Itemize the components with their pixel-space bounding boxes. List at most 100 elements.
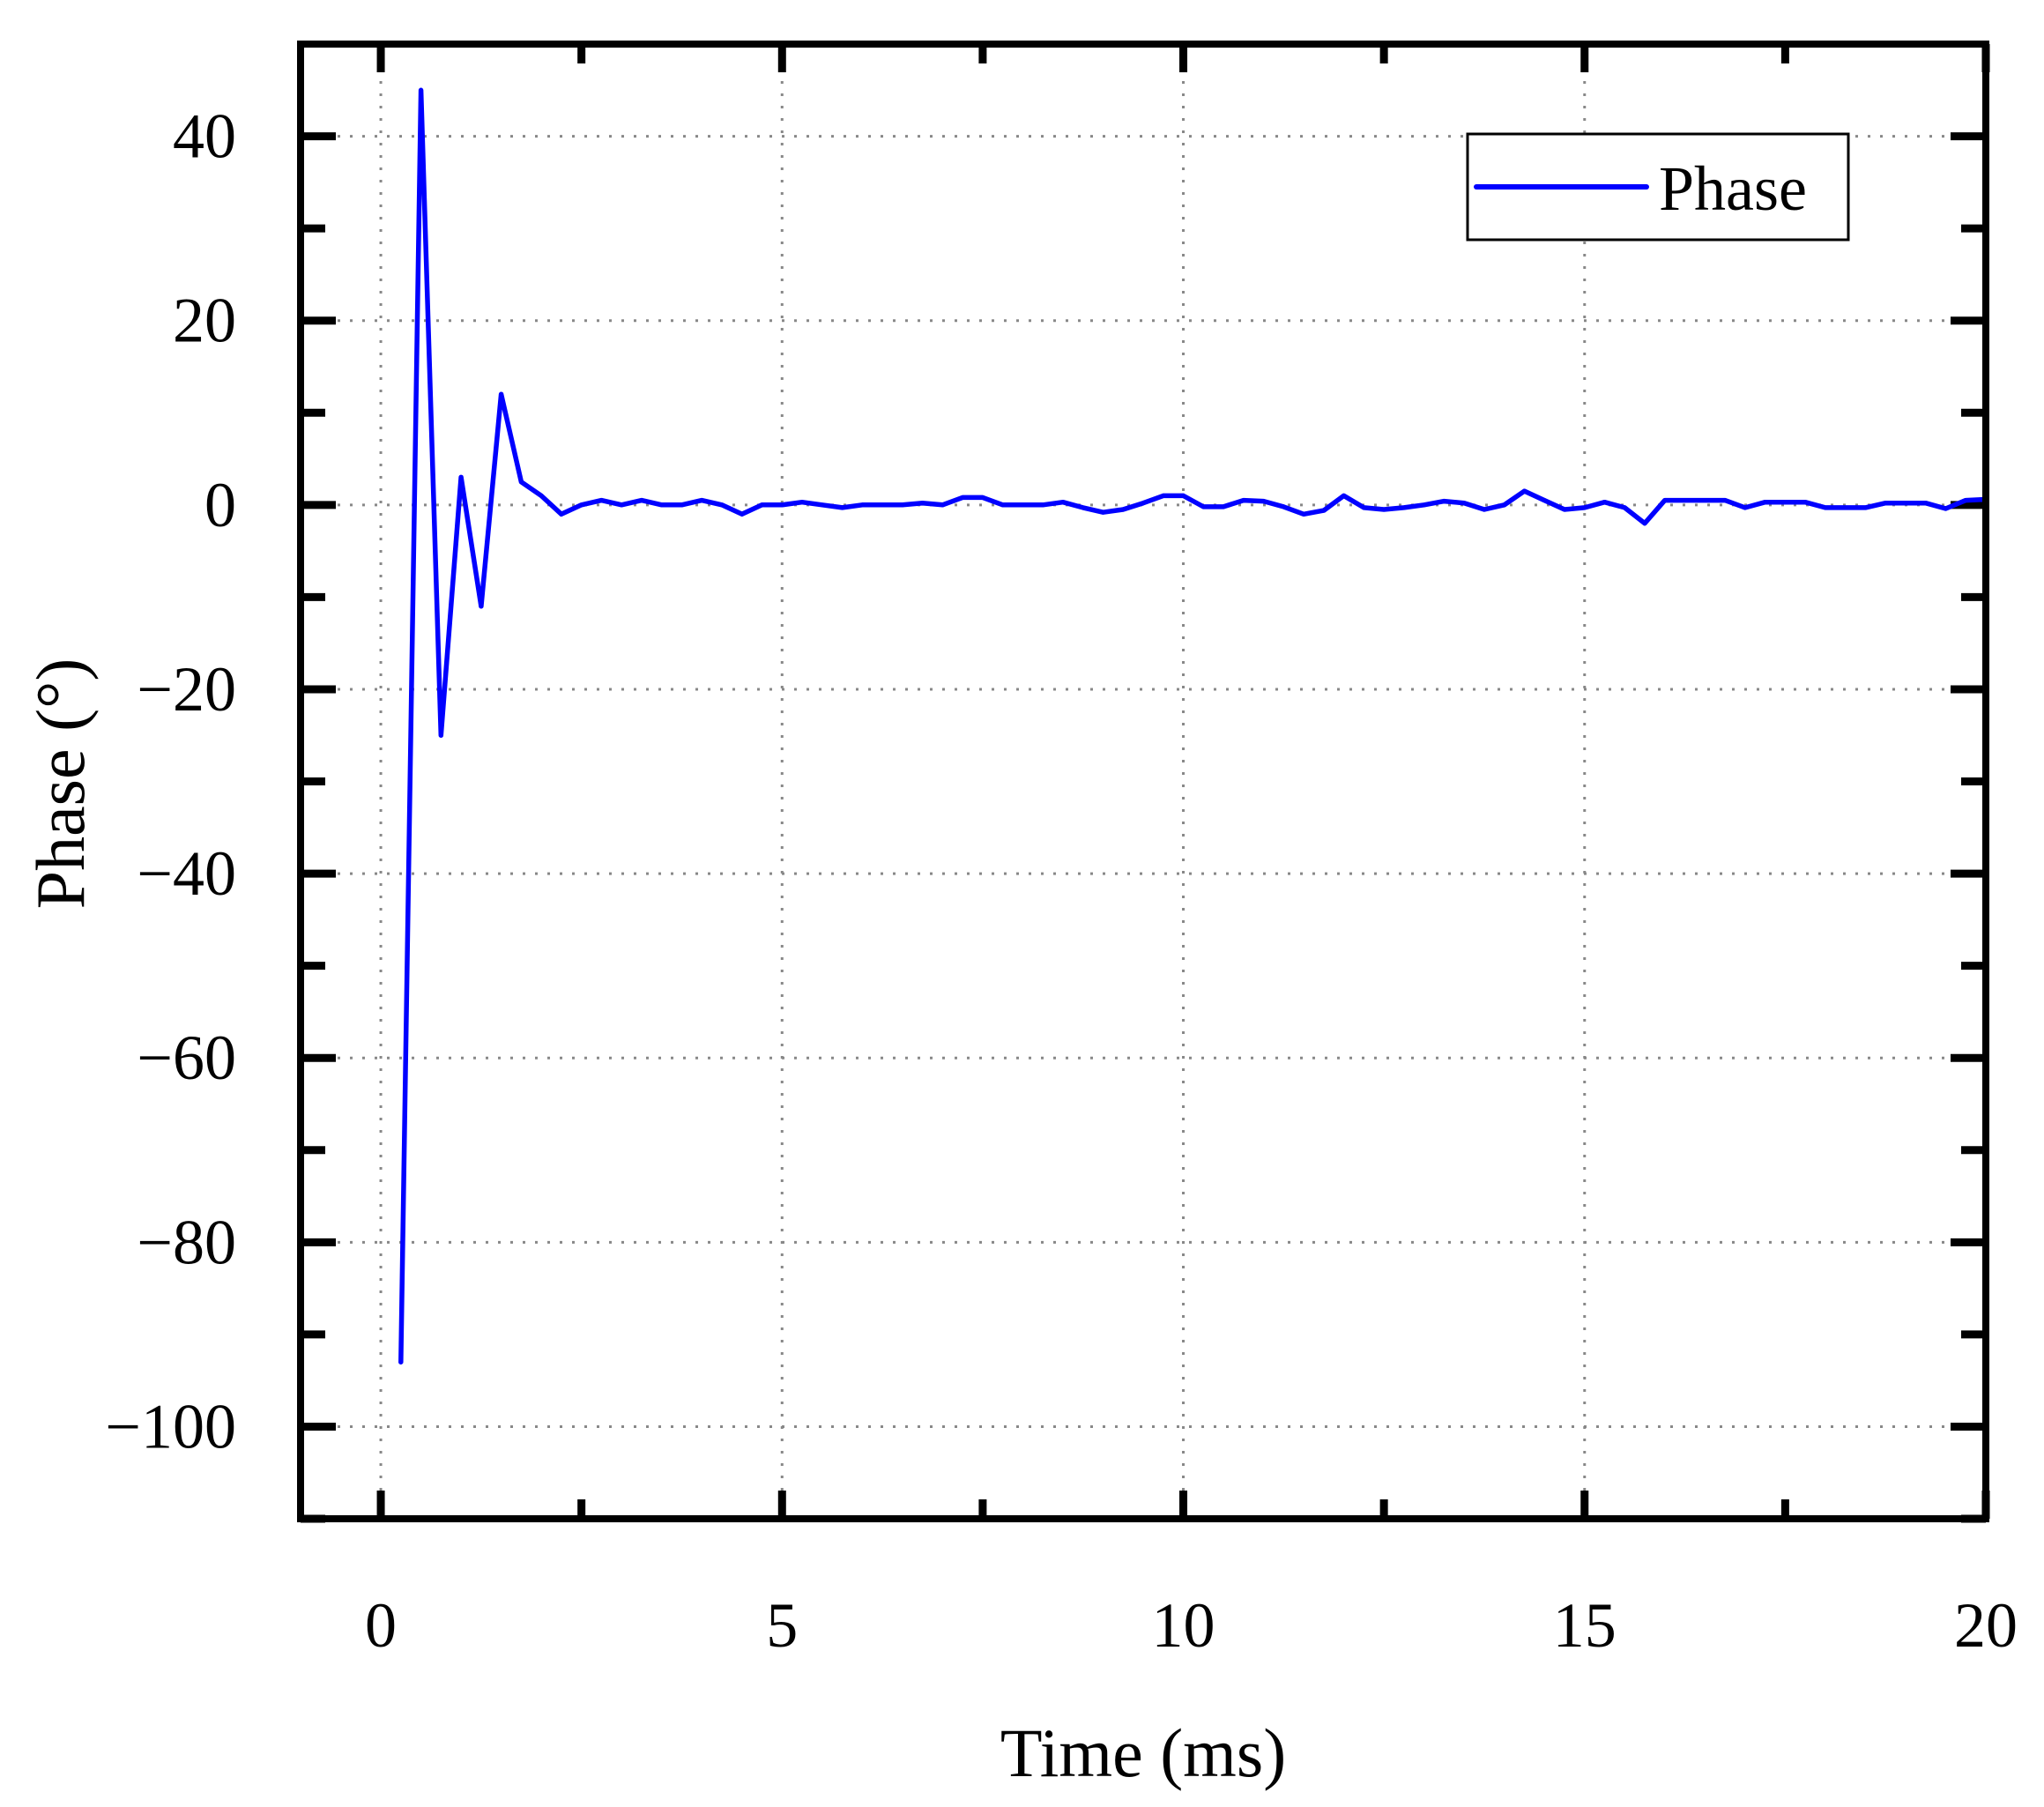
data-point (1141, 501, 1146, 506)
data-point (719, 502, 725, 508)
data-point (779, 502, 784, 508)
data-point (1683, 498, 1688, 503)
x-tick-label: 20 (1954, 1590, 2018, 1661)
legend[interactable]: Phase (1466, 132, 1850, 242)
data-point (699, 498, 704, 503)
y-tick-label: −60 (137, 1022, 236, 1093)
data-point (1743, 505, 1748, 510)
data-point (639, 498, 644, 503)
data-point (1181, 493, 1186, 498)
data-point (1642, 521, 1647, 526)
y-tick-label: −100 (105, 1391, 236, 1461)
data-point (1562, 507, 1567, 512)
data-point (1441, 499, 1446, 504)
data-point (1040, 502, 1045, 508)
y-tick-label: 40 (173, 101, 236, 172)
data-point (1342, 493, 1347, 498)
data-point (1221, 504, 1226, 509)
data-point (840, 505, 845, 510)
x-tick-label: 10 (1152, 1590, 1215, 1661)
data-point (940, 502, 945, 508)
data-point (1763, 500, 1768, 505)
data-point (518, 480, 524, 485)
data-point (799, 500, 805, 505)
y-tick-label: 0 (204, 470, 236, 540)
data-point (1582, 505, 1587, 510)
data-point (1161, 493, 1166, 498)
x-tick-label: 15 (1553, 1590, 1617, 1661)
series-layer (398, 87, 1988, 1365)
data-point (1422, 502, 1427, 508)
data-point (1782, 500, 1788, 505)
x-axis-title: Time (ms) (1000, 1714, 1286, 1791)
y-tick-label: −20 (137, 654, 236, 725)
data-point (1301, 511, 1306, 517)
data-point (619, 502, 624, 508)
data-point (1521, 488, 1527, 494)
data-point (1722, 498, 1728, 503)
data-point (1120, 507, 1126, 512)
data-point (1020, 502, 1025, 508)
data-point (859, 502, 865, 508)
data-point (1100, 509, 1105, 515)
data-point (760, 502, 765, 508)
y-tick-label: −40 (137, 838, 236, 909)
data-point (1602, 500, 1608, 505)
data-point (1081, 505, 1086, 510)
data-point (1381, 507, 1386, 512)
data-point (1502, 502, 1507, 508)
data-point (980, 495, 985, 500)
data-point (1823, 505, 1828, 510)
data-point (479, 604, 484, 609)
data-point (1261, 499, 1267, 504)
data-point (1923, 501, 1929, 506)
data-point (679, 502, 684, 508)
x-tick-label: 0 (365, 1590, 397, 1661)
data-point (398, 1359, 404, 1365)
data-point (539, 493, 544, 498)
data-point (1321, 508, 1327, 513)
grid-layer (301, 44, 1988, 1519)
data-point (1241, 498, 1246, 503)
data-point (1862, 505, 1868, 510)
data-point (1802, 500, 1808, 505)
y-tick-label: −80 (137, 1207, 236, 1277)
data-point (820, 502, 825, 508)
data-point (598, 498, 604, 503)
tick-layer (301, 44, 1990, 1523)
label-layer: 0 5 10 15 20 40 20 0 −20 −40 −60 −80 −100 (105, 101, 2018, 1661)
data-point (1060, 500, 1066, 505)
data-point (1542, 498, 1547, 503)
data-point (1622, 505, 1627, 510)
data-point (880, 502, 885, 508)
data-point (1963, 498, 1968, 503)
x-tick-label: 5 (766, 1590, 798, 1661)
data-point (1401, 505, 1407, 510)
data-point (1461, 501, 1467, 506)
data-point (419, 87, 424, 93)
data-point (659, 502, 665, 508)
data-point (920, 501, 925, 506)
legend-label-phase: Phase (1659, 153, 1807, 224)
data-point (1361, 505, 1366, 510)
data-point (900, 502, 905, 508)
data-point (1702, 498, 1707, 503)
data-point (1000, 502, 1006, 508)
data-point (559, 511, 564, 517)
plot-frame (297, 41, 1989, 1522)
data-point (1200, 504, 1206, 509)
data-point (579, 502, 584, 508)
data-point (1903, 501, 1908, 506)
y-axis-title: Phase (°) (22, 658, 99, 910)
y-tick-label: 20 (173, 286, 236, 356)
data-point (1883, 501, 1888, 506)
data-point (1662, 498, 1668, 503)
data-point (438, 732, 443, 738)
data-point (499, 391, 504, 397)
series-line-phase (398, 87, 1988, 1365)
data-point (960, 495, 965, 500)
data-point (1943, 506, 1948, 511)
data-point (740, 511, 745, 517)
data-point (458, 474, 464, 480)
